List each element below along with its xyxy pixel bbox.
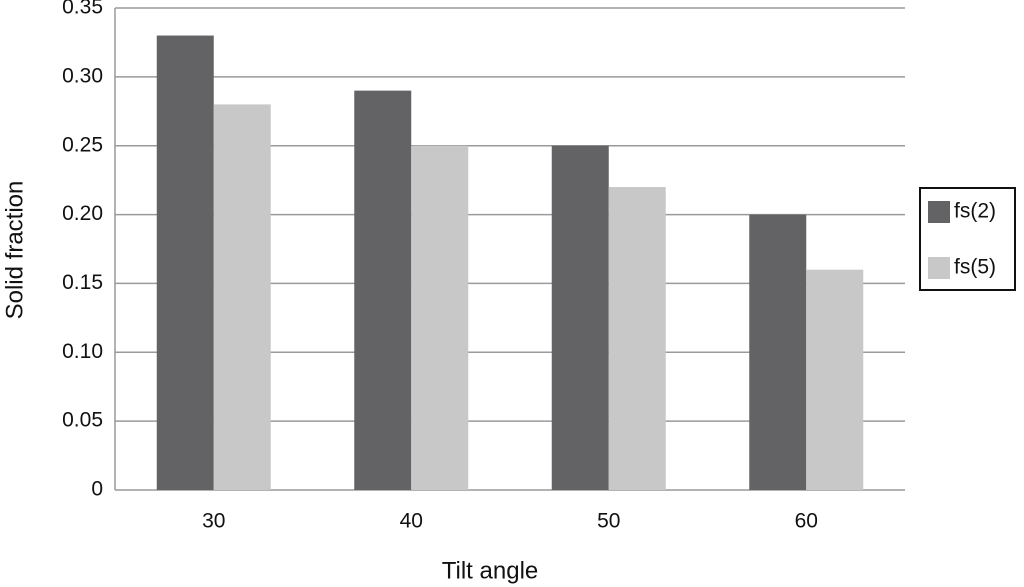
x-tick-label: 60 — [795, 510, 818, 533]
y-axis-title: Solid fraction — [1, 181, 28, 320]
y-tick-label: 0.20 — [62, 202, 103, 225]
bar — [354, 90, 412, 490]
y-tick-label: 0.15 — [62, 271, 103, 294]
y-tick-label: 0.35 — [62, 0, 103, 19]
y-tick-label: 0.10 — [62, 340, 103, 363]
bar — [806, 269, 864, 490]
y-tick-label: 0.05 — [62, 409, 103, 432]
legend-swatch — [928, 201, 950, 223]
bar — [213, 104, 271, 491]
y-tick-label: 0.25 — [62, 133, 103, 156]
x-tick-label: 50 — [597, 510, 620, 533]
bar — [411, 145, 469, 490]
x-tick-label: 40 — [400, 510, 423, 533]
y-tick-label: 0.30 — [62, 64, 103, 87]
bar — [608, 187, 666, 490]
bar — [749, 214, 807, 491]
x-tick-label: 30 — [202, 510, 225, 533]
legend-label: fs(5) — [954, 256, 996, 279]
legend-box — [919, 187, 1016, 291]
legend-label: fs(2) — [954, 200, 996, 223]
bar — [551, 145, 609, 490]
x-axis-title: Tilt angle — [442, 557, 539, 584]
bar — [156, 35, 214, 491]
legend-swatch — [928, 257, 950, 279]
y-tick-label: 0 — [91, 478, 103, 501]
